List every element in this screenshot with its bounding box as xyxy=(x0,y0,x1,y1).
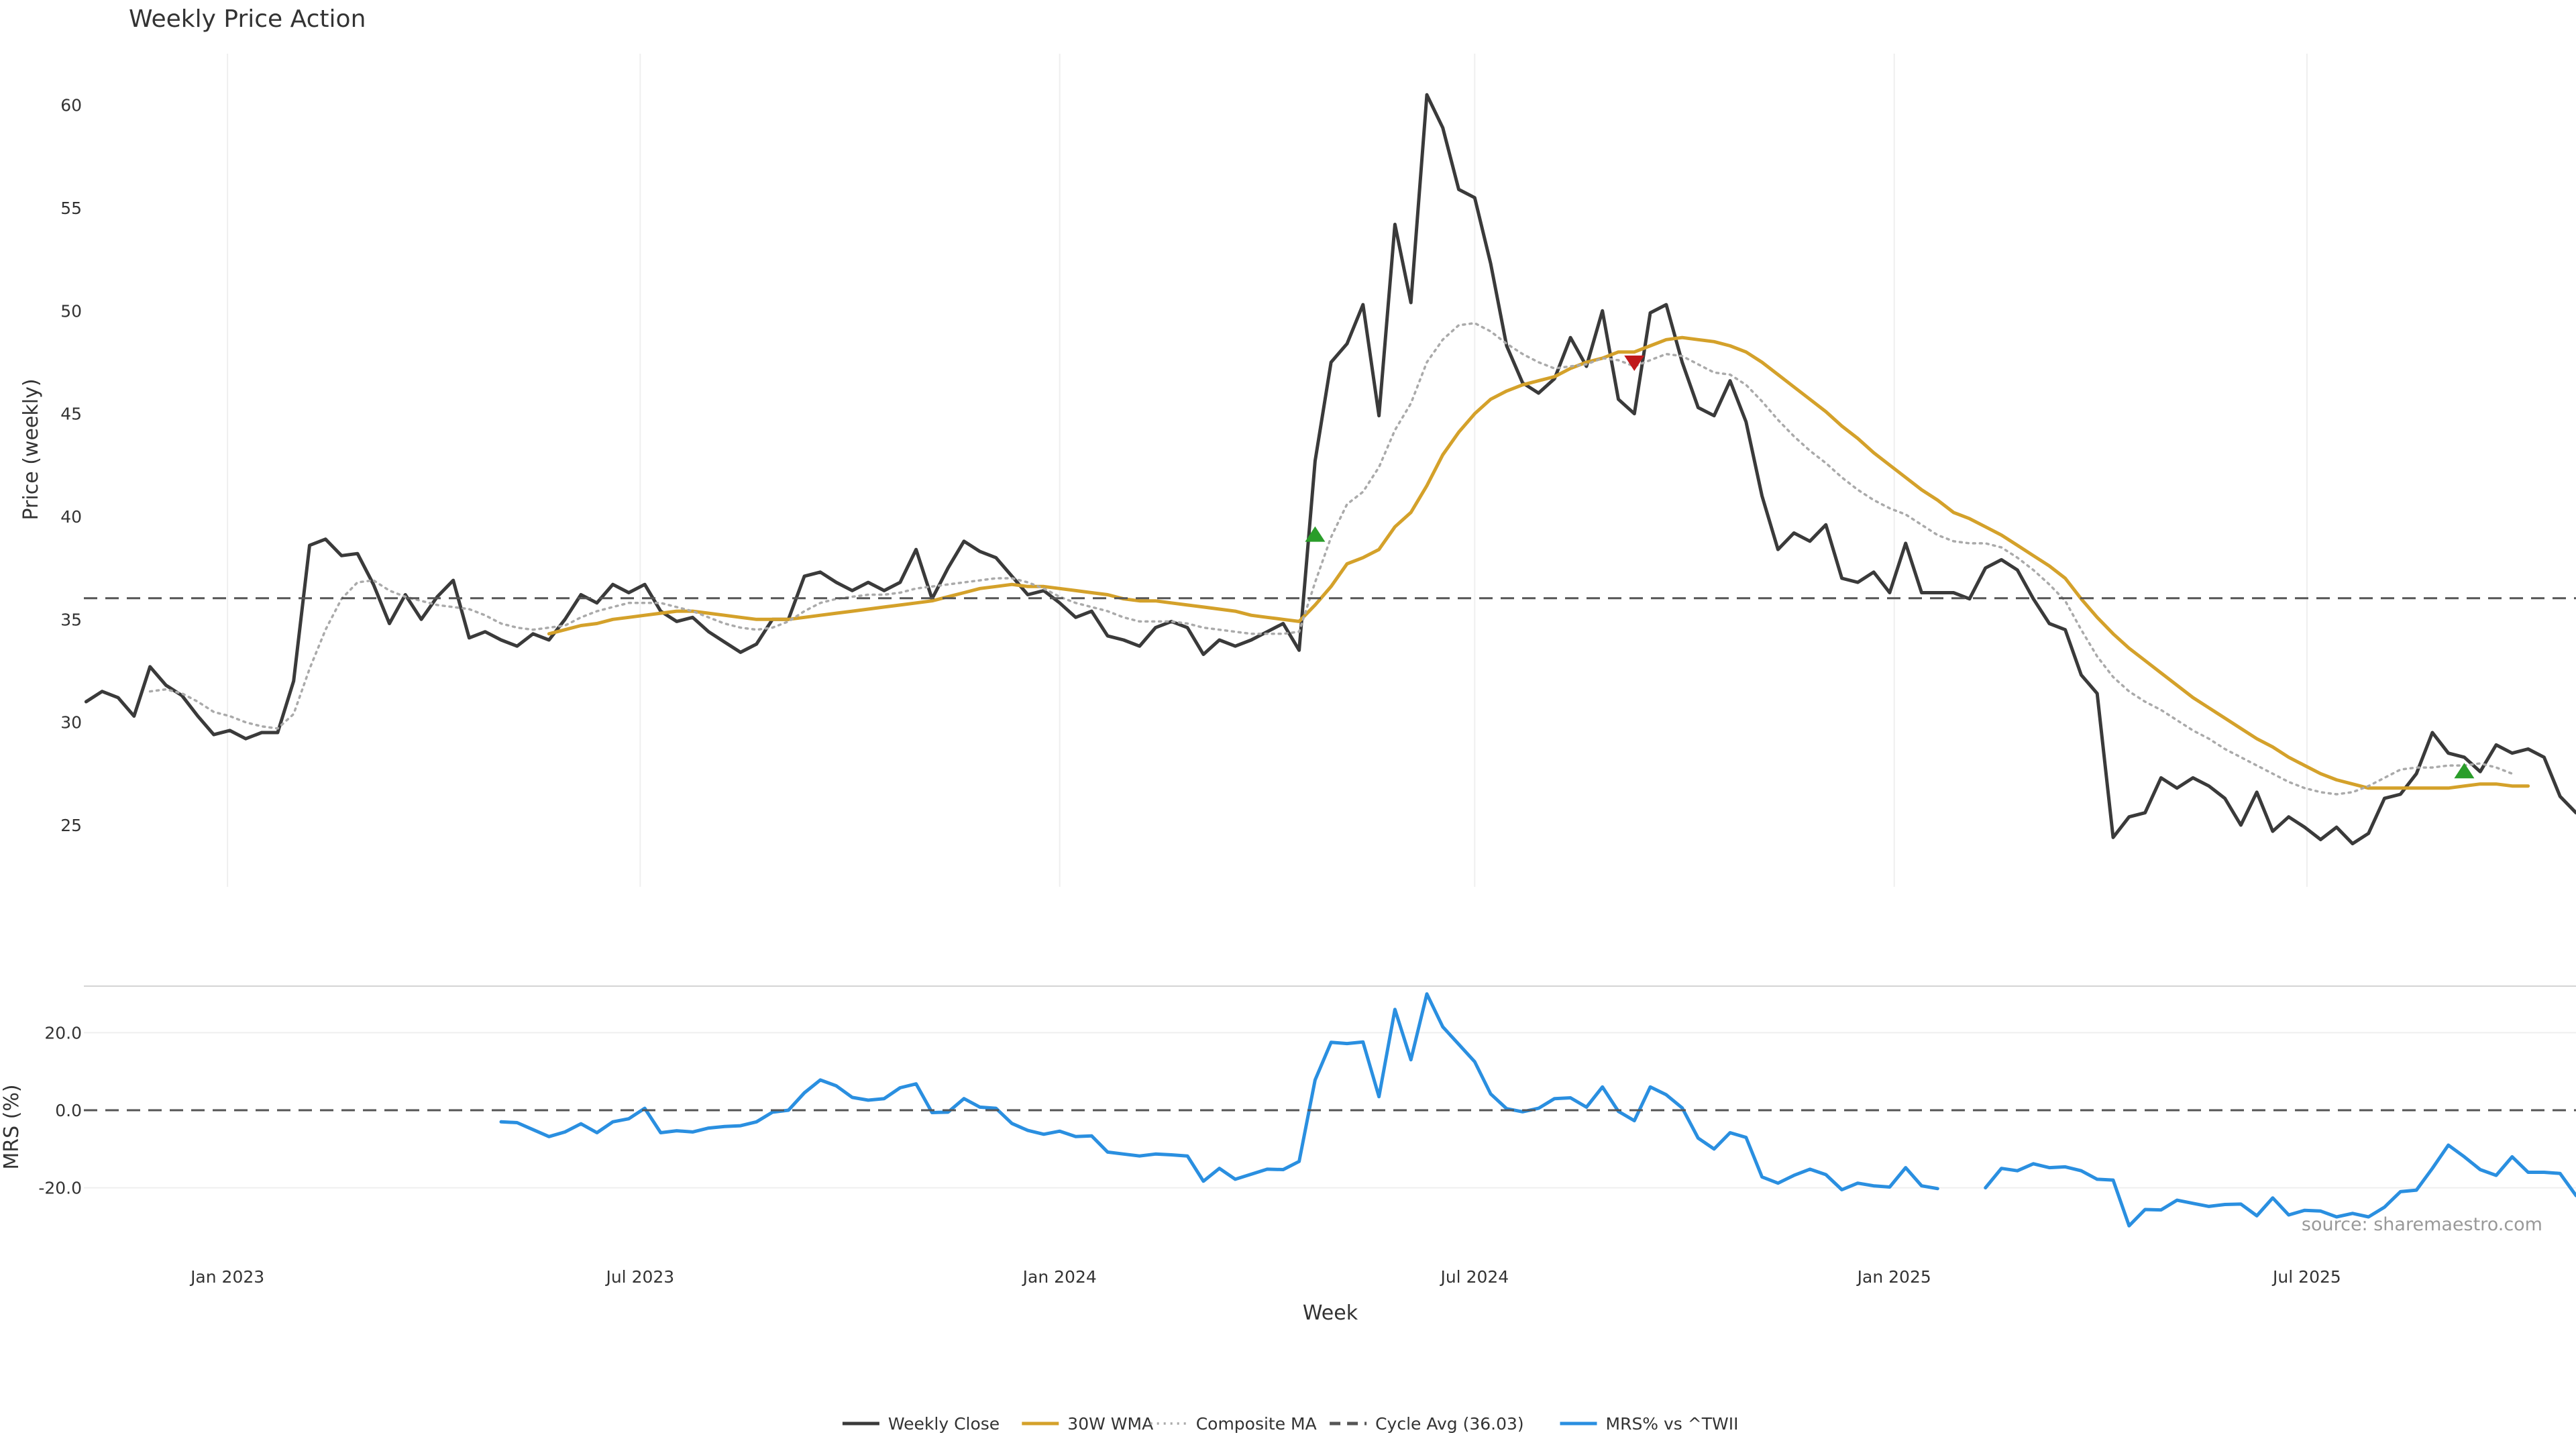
x-tick-label: Jan 2024 xyxy=(1022,1267,1097,1287)
legend: Weekly Close 30W WMA Composite MA Cycle Avg… xyxy=(842,1414,1739,1434)
weekly-close-series-line xyxy=(84,93,2576,846)
y-tick-labels: 20.0 0.0 -20.0 25 30 35 40 45 50 55 60 xyxy=(38,96,82,1198)
x-tick-label: Jan 2023 xyxy=(189,1267,264,1287)
legend-label: Weekly Close xyxy=(888,1414,1000,1434)
price-y-tick-label: 25 xyxy=(60,816,82,835)
price-y-tick-label: 50 xyxy=(60,301,82,321)
30w-wma-series-line xyxy=(547,335,2530,790)
sell-signal-marker xyxy=(1624,356,1645,371)
mrs-vs-twii-series-line xyxy=(499,992,2576,1228)
grid-layer xyxy=(84,54,2576,1189)
legend-label: 30W WMA xyxy=(1067,1414,1153,1434)
mrs-y-tick-label: 20.0 xyxy=(44,1023,82,1042)
x-tick-label: Jul 2024 xyxy=(1439,1267,1509,1287)
mrs-y-tick-label: -20.0 xyxy=(38,1179,82,1198)
price-y-tick-label: 35 xyxy=(60,610,82,629)
price-y-tick-label: 55 xyxy=(60,199,82,218)
mrs-axis-title: MRS (%) xyxy=(0,1084,23,1169)
x-axis-title: Week xyxy=(1303,1301,1358,1325)
x-tick-label: Jan 2025 xyxy=(1856,1267,1931,1287)
chart-title: Weekly Price Action xyxy=(129,5,366,33)
composite-ma-series-line xyxy=(148,321,2514,796)
price-y-tick-label: 30 xyxy=(60,713,82,733)
legend-label: MRS% vs ^TWII xyxy=(1606,1414,1739,1434)
x-tick-labels: Jan 2023 Jul 2023 Jan 2024 Jul 2024 Jan 2025… xyxy=(189,1267,2341,1287)
signal-markers xyxy=(1305,356,2475,779)
price-y-tick-label: 40 xyxy=(60,507,82,527)
x-tick-label: Jul 2025 xyxy=(2271,1267,2341,1287)
series-layer xyxy=(84,93,2576,1228)
price-axis-title: Price (weekly) xyxy=(19,378,43,520)
mrs-y-tick-label: 0.0 xyxy=(55,1101,82,1120)
legend-label: Composite MA xyxy=(1196,1414,1317,1434)
buy-signal-marker xyxy=(2454,763,2475,779)
source-label: source: sharemaestro.com xyxy=(2302,1214,2542,1235)
price-y-tick-label: 60 xyxy=(60,96,82,115)
x-tick-label: Jul 2023 xyxy=(604,1267,674,1287)
buy-signal-marker xyxy=(1305,526,1326,542)
legend-label: Cycle Avg (36.03) xyxy=(1375,1414,1524,1434)
price-y-tick-label: 45 xyxy=(60,405,82,424)
